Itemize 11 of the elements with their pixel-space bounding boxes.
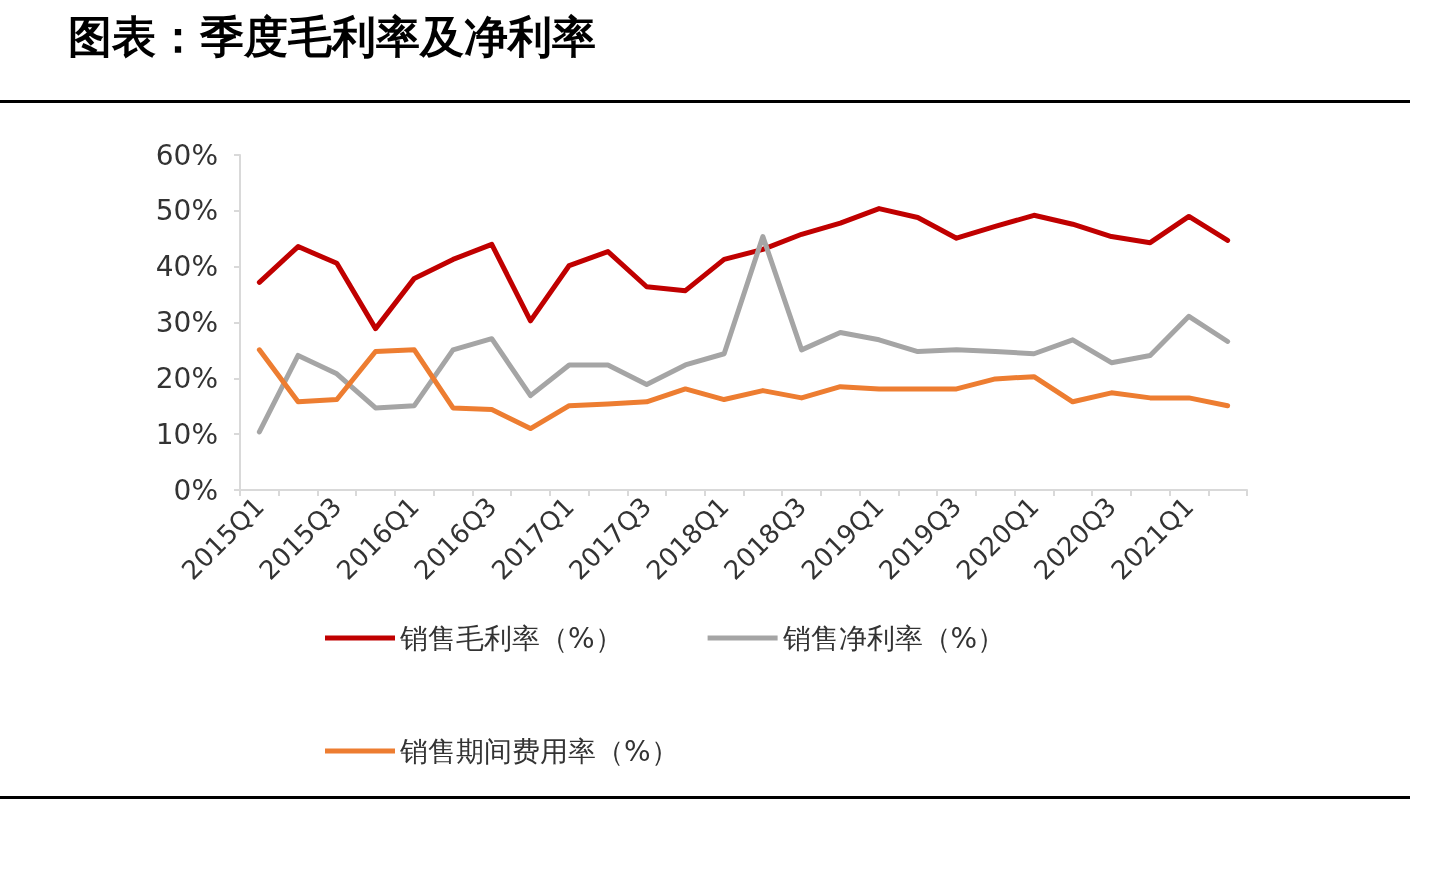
- y-tick-label: 30%: [155, 306, 218, 339]
- legend-label: 销售毛利率（%）: [399, 621, 623, 655]
- legend-label: 销售期间费用率（%）: [399, 734, 679, 768]
- y-tick-label: 50%: [155, 194, 218, 228]
- y-tick-label: 10%: [155, 417, 218, 451]
- y-tick-label: 20%: [155, 361, 218, 395]
- chart-title: 图表：季度毛利率及净利率: [68, 10, 596, 64]
- y-tick-label: 40%: [155, 250, 218, 284]
- legend-label: 销售净利率（%）: [781, 621, 1006, 655]
- y-tick-label: 0%: [173, 473, 218, 507]
- y-tick-label: 60%: [155, 138, 218, 172]
